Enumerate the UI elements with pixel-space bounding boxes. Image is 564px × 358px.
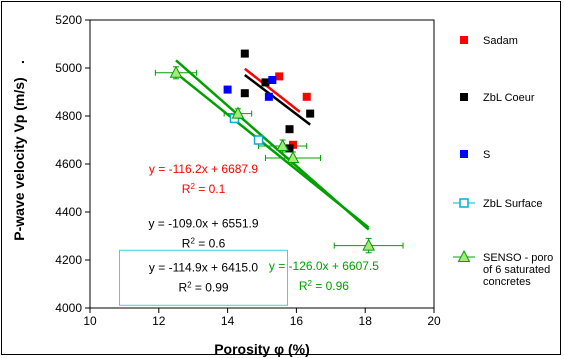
legend-label: of 6 saturated: [483, 264, 550, 276]
y-tick-label: 5200: [55, 13, 82, 27]
y-tick-label: 4400: [55, 205, 82, 219]
data-point: [306, 109, 315, 118]
r-squared-label: R2 = 0.6: [182, 236, 226, 251]
data-point: [261, 78, 270, 87]
data-point: [264, 92, 273, 101]
data-point: [276, 138, 289, 151]
data-point: [268, 76, 277, 84]
r-squared-label: R2 = 0.99: [178, 280, 228, 295]
legend-label: ZbL Surface: [483, 198, 543, 210]
data-point: [253, 135, 264, 145]
data-point: [286, 150, 300, 163]
legend-marker: [459, 198, 469, 208]
legend-label: Sadam: [483, 35, 518, 47]
trend-line: [244, 73, 311, 126]
y-tick-label: 4600: [55, 157, 82, 171]
equation-box: [119, 249, 289, 306]
data-point: [285, 125, 294, 134]
data-point: [240, 49, 249, 58]
x-tick-label: 20: [427, 314, 441, 328]
x-tick-label: 14: [221, 314, 235, 328]
y-tick-label: 4000: [55, 301, 82, 315]
data-point: [240, 89, 249, 98]
y-tick-label: 4800: [55, 109, 82, 123]
trend-line: [244, 67, 301, 113]
legend-marker: [457, 249, 471, 262]
r-squared-label: R2 = 0.1: [182, 181, 226, 196]
data-point: [275, 72, 284, 81]
x-axis-label: Porosity φ (%): [214, 341, 310, 357]
x-tick-label: 16: [290, 314, 304, 328]
legend-label: SENSO - poro: [483, 252, 553, 264]
equation-label: y = -126.0x + 6607.5: [269, 259, 379, 273]
legend-marker: [460, 150, 468, 158]
y-tick-label: 5000: [55, 61, 82, 75]
data-point: [231, 106, 245, 119]
x-tick-label: 10: [83, 314, 97, 328]
plot-area: [89, 19, 435, 309]
data-point: [169, 65, 183, 78]
legend-marker: [460, 93, 468, 101]
equation-label: y = -109.0x + 6551.9: [148, 217, 258, 231]
legend-marker: [460, 36, 468, 44]
data-point: [302, 92, 311, 101]
x-tick-label: 12: [152, 314, 166, 328]
y-axis-label-suffix: .: [11, 60, 27, 64]
data-point: [223, 85, 232, 94]
data-point: [362, 238, 375, 251]
y-tick-label: 4200: [55, 253, 82, 267]
trend-line: [175, 72, 370, 229]
legend-label: concretes: [483, 276, 531, 288]
legend-label: S: [483, 149, 490, 161]
equation-label: y = -116.2x + 6687.9: [149, 162, 259, 176]
data-point: [285, 144, 294, 153]
equation-label: y = -114.9x + 6415.0: [149, 260, 259, 274]
r-squared-label: R2 = 0.96: [299, 279, 349, 294]
legend-label: ZbL Coeur: [483, 92, 535, 104]
x-tick-label: 18: [359, 314, 373, 328]
y-axis-label: P-wave velocity Vp (m/s): [11, 77, 27, 240]
